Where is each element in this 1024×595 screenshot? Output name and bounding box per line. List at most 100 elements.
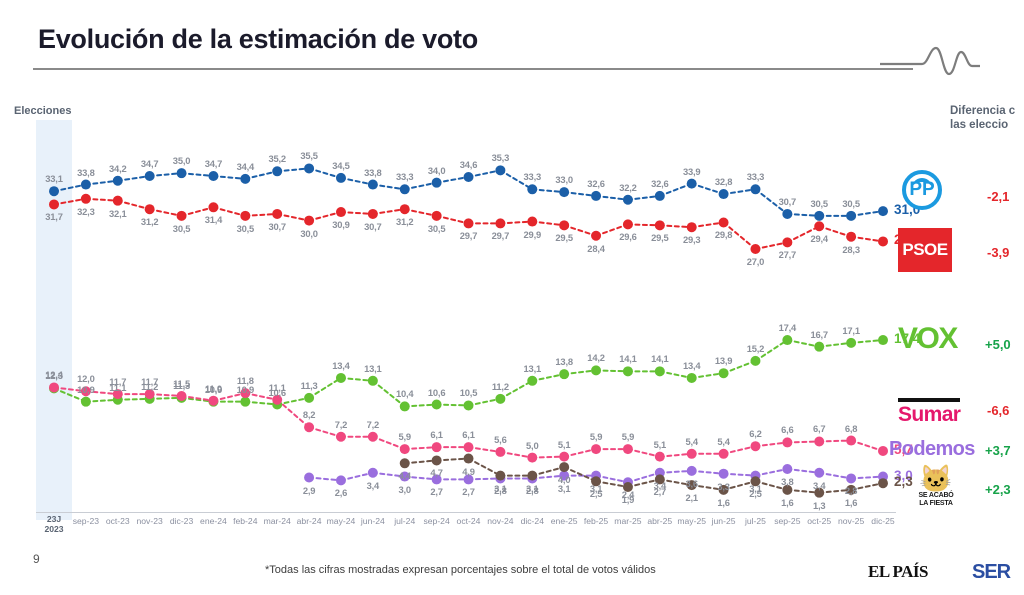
point-value-label: 32,6	[651, 177, 669, 189]
point-value-label: 11,7	[109, 376, 127, 388]
data-point	[335, 475, 346, 486]
x-axis-tick-label: may-25	[677, 516, 707, 526]
data-point	[622, 481, 633, 492]
point-value-label: 7,2	[366, 418, 380, 430]
point-value-label: 35,5	[300, 150, 318, 162]
x-axis-tick-label: sep-24	[423, 516, 450, 526]
point-value-label: 5,0	[526, 439, 539, 451]
data-point	[208, 202, 219, 213]
data-point	[495, 165, 506, 176]
data-point	[399, 401, 410, 412]
data-point	[304, 472, 315, 483]
diff-value-vox: +5,0	[985, 337, 1011, 352]
data-point	[814, 221, 825, 232]
point-value-label: 28,4	[587, 242, 605, 254]
data-point	[878, 445, 888, 456]
data-point	[622, 219, 633, 230]
data-point	[112, 195, 123, 206]
point-value-label: 11,2	[491, 380, 509, 392]
data-point	[399, 204, 410, 215]
point-value-label: 3,4	[366, 479, 380, 491]
data-point	[335, 431, 346, 442]
point-value-label: 2,8	[494, 485, 507, 497]
footnote: *Todas las cifras mostradas expresan por…	[265, 564, 656, 576]
point-value-label: 6,1	[430, 429, 443, 441]
point-value-label: 6,6	[781, 424, 794, 436]
point-value-label: 7,2	[334, 418, 348, 430]
data-point	[176, 168, 187, 179]
data-point	[431, 442, 442, 453]
data-point	[176, 210, 187, 221]
data-point	[846, 210, 857, 221]
point-value-label: 3,4	[653, 479, 667, 491]
data-point	[80, 179, 91, 190]
x-axis-tick-label: jun-25	[711, 516, 736, 526]
x-axis-tick-label: feb-25	[583, 516, 609, 526]
legend-logo-sumar[interactable]: Sumar	[898, 398, 961, 427]
point-value-label: 34,7	[204, 158, 223, 170]
data-point	[622, 444, 633, 455]
point-value-label: 33,1	[45, 173, 63, 185]
data-point	[782, 484, 793, 495]
point-value-label: 12,0	[77, 373, 95, 385]
data-point	[463, 218, 474, 229]
diferencia-line-1: Diferencia c	[950, 105, 1016, 117]
point-value-label: 10,4	[395, 388, 414, 400]
data-point	[591, 190, 602, 201]
x-axis-tick-label: jul-25	[744, 516, 766, 526]
data-point	[80, 396, 91, 407]
data-point	[814, 436, 825, 447]
data-point	[718, 448, 729, 459]
point-value-label: 1,6	[717, 496, 730, 508]
point-value-label: 30,7	[268, 220, 286, 232]
data-point	[112, 389, 123, 400]
page-title: Evolución de la estimación de voto	[38, 24, 478, 54]
point-value-label: 10,9	[236, 383, 255, 395]
point-value-label: 30,5	[427, 222, 446, 234]
point-value-label: 13,9	[714, 355, 733, 367]
point-value-label: 2,7	[653, 486, 667, 498]
point-value-label: 3,1	[494, 482, 507, 494]
legend-logo-podemos[interactable]: Podemos	[889, 438, 975, 461]
legend-logo-pp[interactable]: PP	[902, 170, 942, 210]
point-value-label: 5,9	[398, 431, 412, 443]
pp-gull-icon	[911, 178, 933, 190]
data-point	[240, 388, 251, 399]
point-value-label: 17,1	[842, 324, 860, 336]
data-point	[750, 244, 761, 255]
point-value-label: 27,7	[778, 249, 797, 261]
point-value-label: 5,4	[685, 435, 698, 447]
legend-logo-vox[interactable]: VOX	[898, 322, 958, 356]
point-value-label: 2,7	[430, 486, 443, 498]
data-point	[367, 467, 378, 478]
point-value-label: 32,6	[587, 177, 605, 189]
point-value-label: 32,1	[109, 207, 127, 219]
data-point	[399, 184, 410, 195]
point-value-label: 11,1	[268, 381, 286, 393]
point-value-label: 31,2	[395, 216, 414, 228]
x-axis-tick-label: sep-23	[72, 516, 100, 526]
x-axis-tick-label: oct-24	[456, 516, 481, 526]
point-value-label: 3,1	[749, 482, 762, 494]
point-value-label: 11,0	[204, 382, 222, 394]
legend-logo-psoe[interactable]: PSOE	[898, 228, 952, 272]
data-point	[878, 206, 888, 217]
data-point	[176, 390, 187, 401]
data-point	[686, 372, 697, 383]
legend-logo-salf[interactable]: 🐱 SE ACABÓ LA FIESTA	[900, 466, 972, 507]
data-point	[846, 473, 857, 484]
diff-value-salf: +2,3	[985, 482, 1011, 497]
data-point	[718, 217, 729, 228]
point-value-label: 13,4	[682, 359, 701, 371]
x-axis-tick-label: abr-25	[647, 516, 673, 526]
point-value-label: 29,8	[714, 229, 733, 241]
data-point	[559, 187, 570, 198]
data-point	[49, 199, 59, 210]
data-point	[686, 178, 697, 189]
diferencia-label: Diferencia c las eleccio	[950, 104, 1015, 132]
point-value-label: 31,7	[45, 211, 63, 223]
point-value-label: 29,4	[810, 233, 828, 245]
point-value-label: 29,5	[651, 232, 669, 244]
data-point	[846, 435, 857, 446]
point-value-label: 2,4	[621, 489, 635, 501]
